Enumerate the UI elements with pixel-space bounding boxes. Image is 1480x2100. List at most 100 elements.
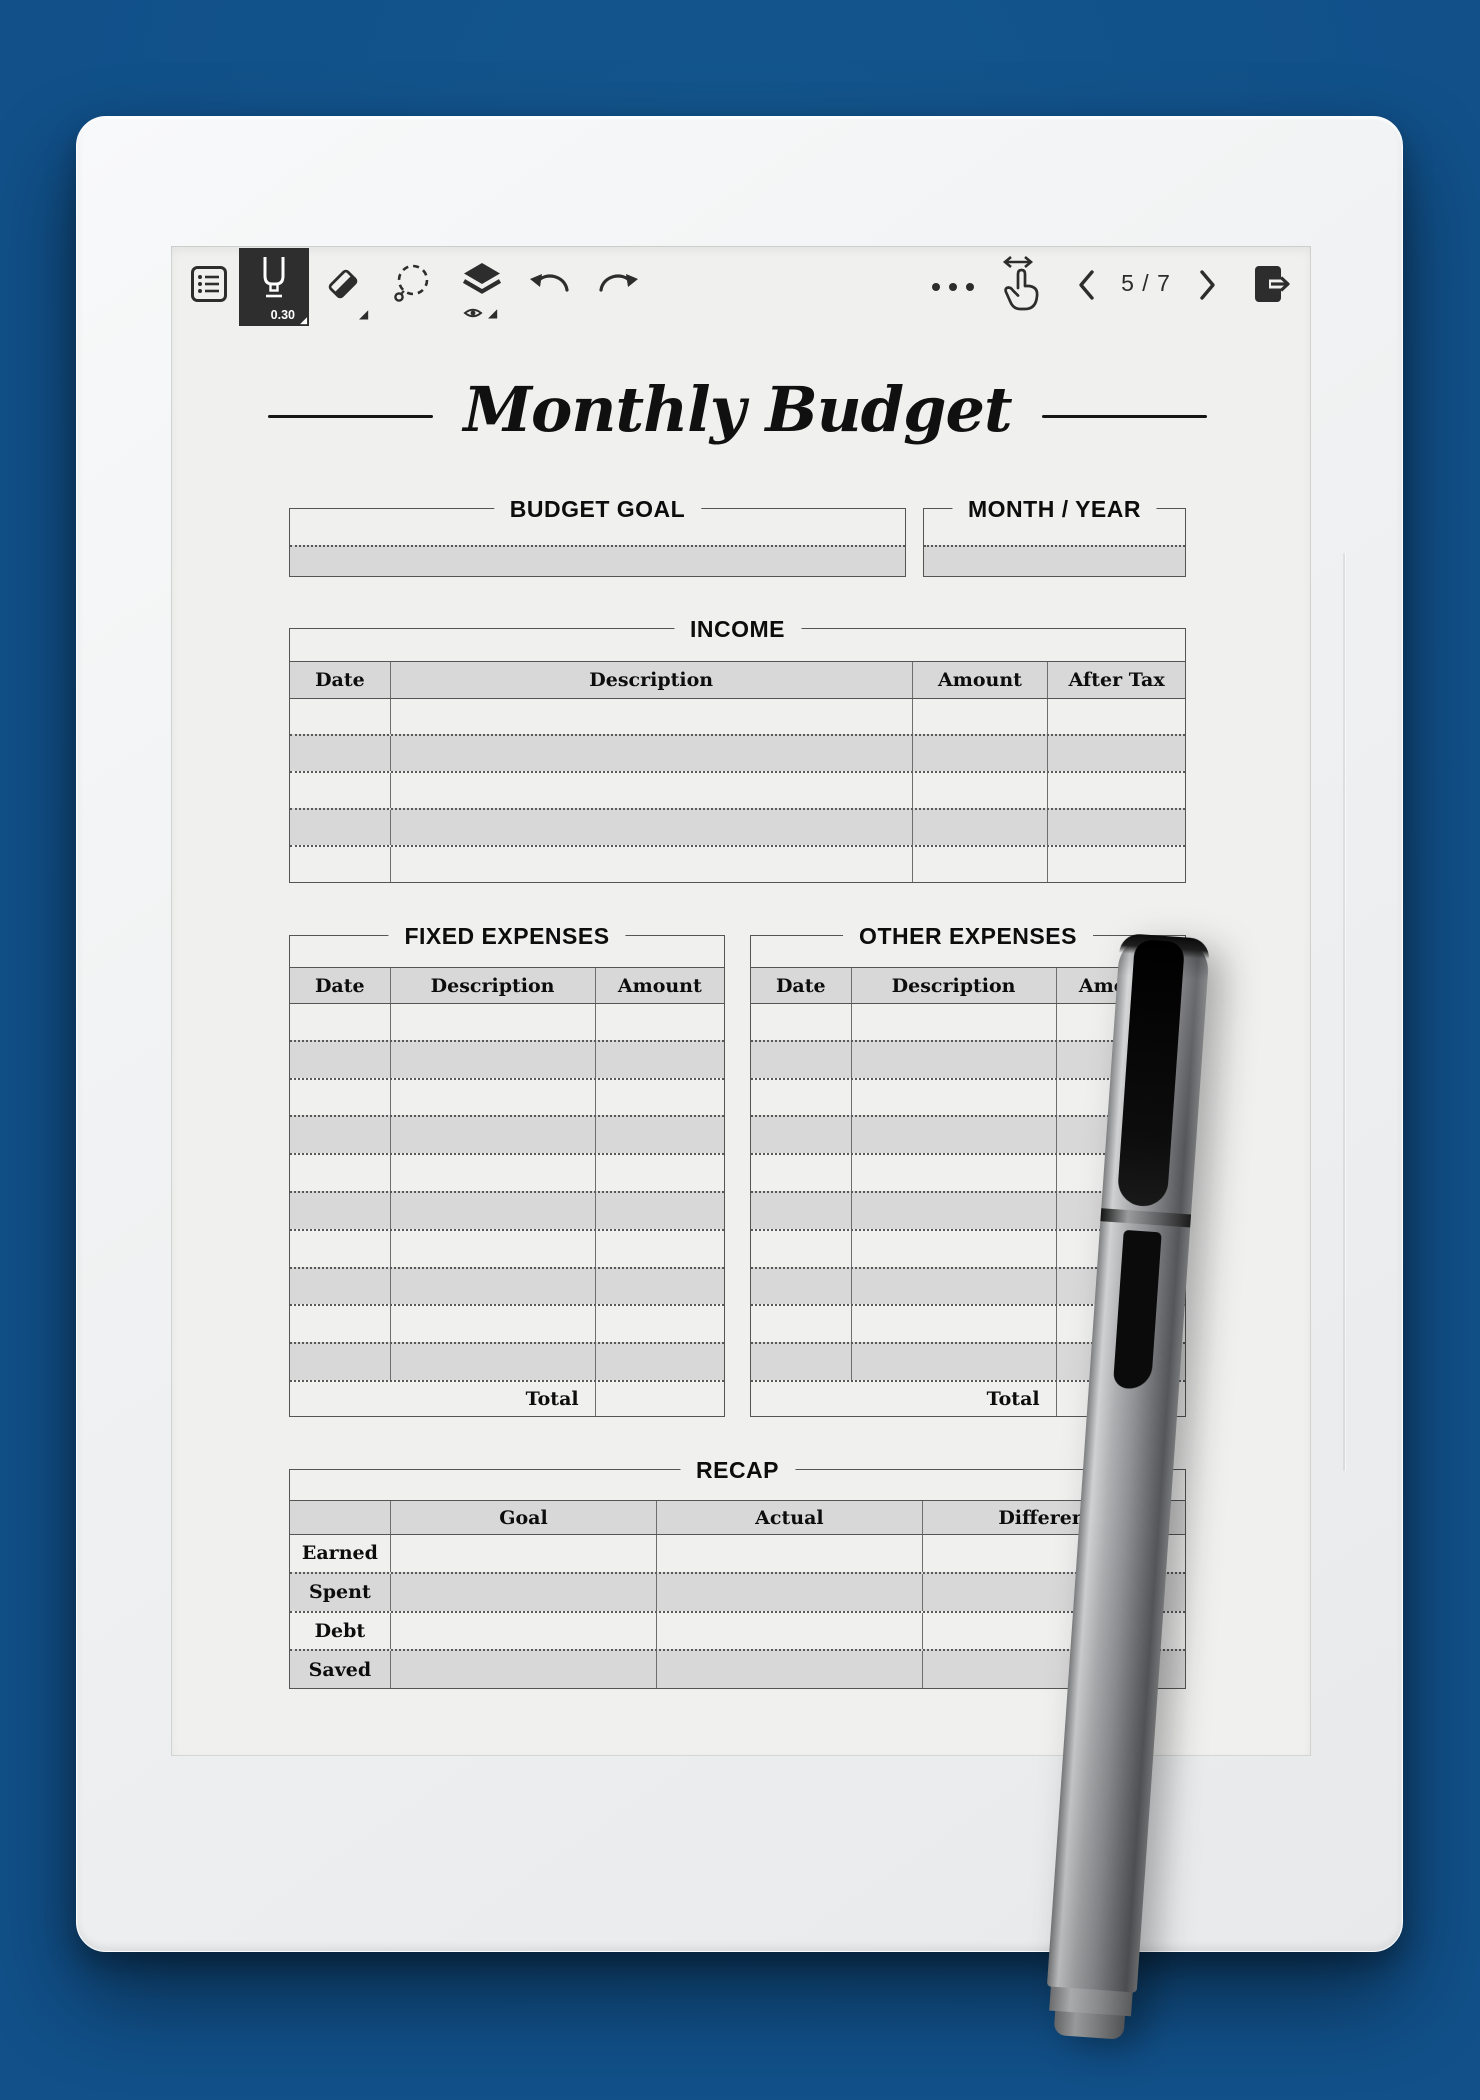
table-row[interactable] <box>290 1266 724 1305</box>
table-cell[interactable] <box>391 1268 596 1305</box>
table-row[interactable] <box>290 1004 724 1040</box>
table-cell[interactable] <box>852 1079 1057 1116</box>
table-cell[interactable] <box>391 1155 596 1191</box>
table-cell[interactable] <box>391 847 913 882</box>
table-cell[interactable] <box>391 1535 658 1572</box>
table-cell[interactable] <box>596 1004 724 1040</box>
table-cell[interactable] <box>290 1344 391 1380</box>
table-cell[interactable] <box>852 1155 1057 1191</box>
table-cell[interactable] <box>1048 810 1185 845</box>
table-cell[interactable] <box>596 1117 724 1153</box>
table-row[interactable] <box>290 1342 724 1380</box>
table-cell[interactable] <box>751 1230 852 1267</box>
table-cell[interactable] <box>290 1117 391 1154</box>
table-cell[interactable] <box>391 1230 596 1267</box>
more-options-button[interactable] <box>927 272 979 302</box>
table-row[interactable] <box>290 1077 724 1116</box>
table-cell[interactable] <box>751 1306 852 1343</box>
table-cell[interactable] <box>852 1230 1057 1267</box>
table-cell[interactable] <box>391 773 913 808</box>
table-row[interactable] <box>290 1115 724 1154</box>
table-cell[interactable] <box>1048 736 1185 771</box>
touch-gesture-button[interactable] <box>995 252 1049 316</box>
table-row[interactable] <box>751 1153 1185 1191</box>
table-row[interactable] <box>751 1077 1185 1116</box>
table-cell[interactable] <box>913 736 1049 771</box>
table-row[interactable] <box>751 1004 1185 1040</box>
table-cell[interactable] <box>290 1041 391 1078</box>
table-cell[interactable] <box>751 1192 852 1229</box>
table-cell[interactable] <box>391 1004 596 1040</box>
table-cell[interactable] <box>290 1192 391 1229</box>
table-row[interactable]: Earned <box>290 1535 1185 1572</box>
table-cell[interactable] <box>391 1612 658 1650</box>
table-cell[interactable] <box>391 736 913 771</box>
table-cell[interactable] <box>391 1651 658 1688</box>
prev-page-button[interactable] <box>1073 266 1099 304</box>
table-cell[interactable] <box>596 1269 724 1305</box>
table-cell[interactable] <box>1048 773 1185 808</box>
table-cell[interactable] <box>657 1612 923 1650</box>
table-cell[interactable] <box>852 1306 1057 1343</box>
table-cell[interactable] <box>596 1042 724 1078</box>
table-cell[interactable] <box>391 1573 658 1611</box>
table-cell[interactable] <box>290 699 391 734</box>
table-cell[interactable] <box>290 1230 391 1267</box>
table-cell[interactable] <box>913 847 1049 882</box>
table-cell[interactable] <box>657 1651 923 1688</box>
table-row[interactable] <box>290 1228 724 1267</box>
table-cell[interactable] <box>391 1079 596 1116</box>
layer-visibility-controls[interactable]: ◢ <box>463 306 497 320</box>
table-row[interactable] <box>751 1304 1185 1343</box>
table-cell[interactable] <box>852 1344 1057 1380</box>
table-row[interactable]: Debt <box>290 1610 1185 1650</box>
table-row[interactable]: Saved <box>290 1649 1185 1688</box>
table-row[interactable] <box>290 1153 724 1191</box>
table-row[interactable] <box>290 771 1185 808</box>
table-cell[interactable] <box>596 1155 724 1191</box>
table-cell[interactable] <box>290 1004 391 1040</box>
budget-goal-write-area[interactable] <box>290 545 905 576</box>
table-cell[interactable] <box>913 773 1049 808</box>
notes-list-button[interactable] <box>187 262 231 306</box>
table-cell[interactable] <box>290 1306 391 1343</box>
table-row[interactable]: Spent <box>290 1571 1185 1611</box>
table-cell[interactable] <box>391 699 913 734</box>
table-cell[interactable] <box>290 1155 391 1191</box>
table-row[interactable] <box>290 1304 724 1343</box>
table-row[interactable] <box>290 734 1185 771</box>
table-cell[interactable] <box>391 1117 596 1154</box>
total-row[interactable]: Total <box>751 1380 1185 1416</box>
table-cell[interactable] <box>391 1192 596 1229</box>
table-cell[interactable] <box>751 1079 852 1116</box>
table-cell[interactable] <box>596 1193 724 1229</box>
table-cell[interactable] <box>913 699 1049 734</box>
lasso-select-button[interactable] <box>387 260 435 308</box>
table-cell[interactable] <box>391 810 913 845</box>
table-row[interactable] <box>290 845 1185 882</box>
table-cell[interactable] <box>391 1306 596 1343</box>
table-cell[interactable] <box>852 1268 1057 1305</box>
total-amount-cell[interactable] <box>596 1382 724 1416</box>
table-cell[interactable] <box>852 1192 1057 1229</box>
table-cell[interactable] <box>751 1004 852 1040</box>
total-row[interactable]: Total <box>290 1380 724 1416</box>
table-cell[interactable] <box>657 1535 923 1572</box>
table-cell[interactable] <box>290 736 391 771</box>
table-cell[interactable] <box>1048 847 1185 882</box>
table-cell[interactable] <box>1048 699 1185 734</box>
table-cell[interactable] <box>290 1268 391 1305</box>
redo-button[interactable] <box>595 264 643 302</box>
undo-button[interactable] <box>525 264 573 302</box>
exit-document-button[interactable] <box>1247 260 1295 308</box>
table-cell[interactable] <box>852 1041 1057 1078</box>
table-cell[interactable] <box>290 1079 391 1116</box>
table-cell[interactable] <box>751 1344 852 1380</box>
table-cell[interactable] <box>751 1155 852 1191</box>
eraser-button[interactable] <box>319 260 367 308</box>
table-cell[interactable] <box>657 1573 923 1611</box>
month-year-write-area[interactable] <box>924 545 1185 576</box>
table-cell[interactable] <box>391 1041 596 1078</box>
table-row[interactable] <box>751 1228 1185 1267</box>
table-cell[interactable] <box>852 1117 1057 1154</box>
